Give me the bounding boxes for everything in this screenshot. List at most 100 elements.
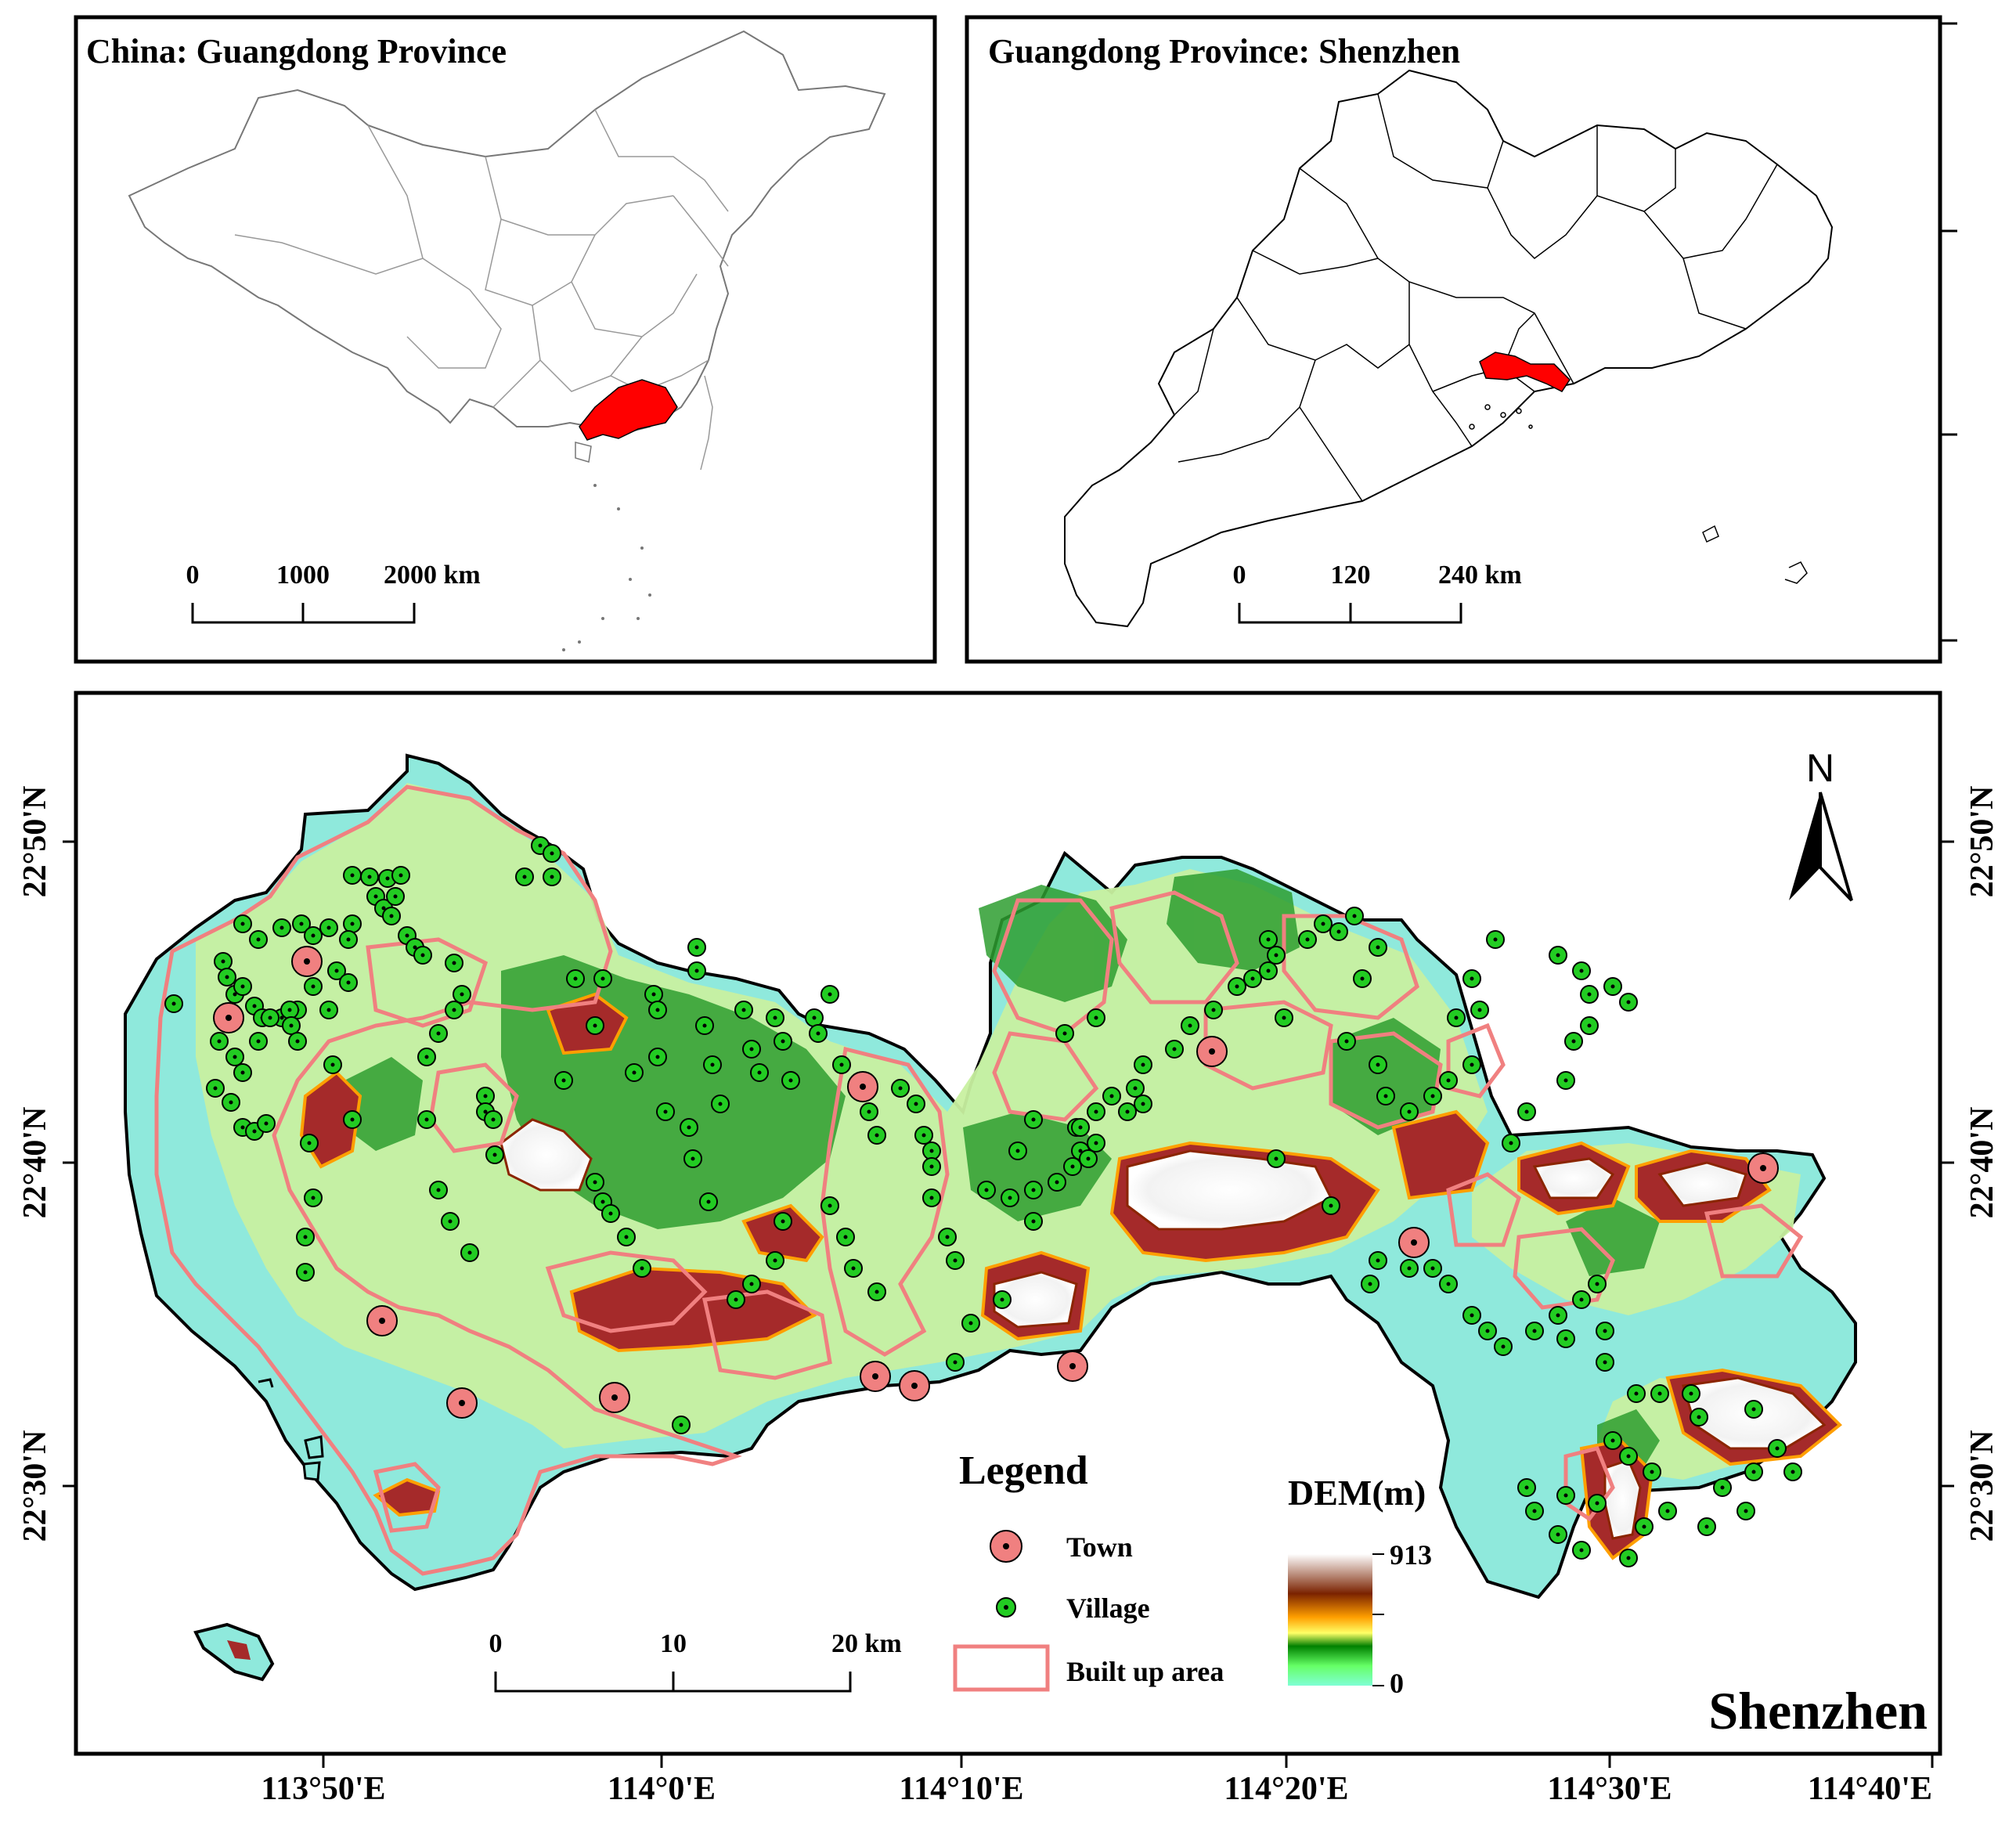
village-marker-dot [1704, 1524, 1709, 1529]
village-marker-dot [608, 1211, 613, 1216]
village-marker-dot [1579, 1297, 1584, 1302]
village-marker-dot [1360, 976, 1365, 981]
village-marker-dot [460, 992, 464, 997]
village-marker-dot [1235, 984, 1239, 989]
village-marker-dot [217, 1039, 222, 1044]
village-marker-dot [694, 945, 699, 950]
legend-title: Legend [959, 1448, 1088, 1493]
village-marker-dot [1657, 1391, 1662, 1396]
village-marker-dot [295, 1039, 300, 1044]
village-marker-dot [1563, 1078, 1568, 1083]
village-marker-dot [573, 976, 578, 981]
village-marker-dot [367, 875, 372, 879]
village-marker-dot [1094, 1015, 1098, 1020]
town-icon [990, 1530, 1022, 1563]
village-marker-dot [1133, 1086, 1138, 1091]
village-marker-dot [424, 1117, 429, 1122]
village-marker-dot [350, 1117, 355, 1122]
village-marker-dot [1094, 1141, 1098, 1145]
dem-plain [196, 783, 1488, 1448]
guangdong-scale-bar: 0 120 240 km [1233, 561, 1522, 624]
village-marker-dot [1751, 1470, 1756, 1474]
village-marker-dot [225, 975, 229, 979]
village-marker-dot [687, 1125, 691, 1130]
village-marker-dot [1579, 1548, 1584, 1553]
town-marker-dot [1069, 1363, 1076, 1369]
lat-labels-right: 22°50'N 22°40'N 22°30'N [1964, 786, 2000, 1542]
village-marker-dot [1524, 1109, 1529, 1114]
village-marker-dot [1109, 1094, 1114, 1098]
village-marker-dot [655, 1008, 660, 1012]
svg-text:114°40'E: 114°40'E [1808, 1771, 1932, 1807]
village-marker-dot [663, 1109, 668, 1114]
town-marker-dot [1411, 1239, 1417, 1246]
village-marker-dot [1070, 1164, 1075, 1169]
village-marker-dot [1697, 1415, 1701, 1419]
village-marker-dot [1055, 1180, 1059, 1185]
village-marker-dot [718, 1102, 723, 1106]
village-marker-dot [1368, 1282, 1372, 1286]
china-outline [128, 30, 886, 436]
village-marker-dot [651, 992, 656, 997]
village-marker-dot [389, 914, 394, 918]
village-marker-dot [1266, 968, 1271, 973]
village-marker-dot [1062, 1031, 1067, 1036]
village-marker-dot [1532, 1509, 1537, 1513]
village-marker-dot [640, 1266, 644, 1271]
village-marker-dot [405, 933, 409, 938]
village-marker-dot [1008, 1196, 1012, 1200]
village-marker-dot [1532, 1329, 1537, 1333]
village-marker-dot [522, 875, 527, 879]
village-marker-dot [1642, 1524, 1646, 1529]
svg-text:10: 10 [660, 1629, 687, 1658]
shenzhen-highlight [1479, 352, 1571, 392]
svg-text:0: 0 [186, 561, 200, 590]
village-marker-dot [385, 876, 390, 881]
village-marker-dot [491, 1117, 496, 1122]
village-icon [996, 1597, 1016, 1618]
lat-labels-left: 22°50'N 22°40'N 22°30'N [17, 786, 53, 1542]
village-marker-dot [1141, 1062, 1145, 1067]
village-marker-dot [1321, 922, 1325, 926]
village-marker-dot [279, 1015, 284, 1020]
legend-village-label: Village [1066, 1592, 1150, 1624]
village-marker-dot [1587, 1023, 1592, 1028]
village-marker-dot [1454, 1015, 1459, 1020]
village-marker-dot [1250, 976, 1255, 981]
village-marker-dot [393, 894, 398, 899]
village-marker-dot [875, 1133, 879, 1138]
village-marker-dot [1791, 1470, 1795, 1474]
village-marker-dot [256, 937, 261, 942]
village-marker-dot [1282, 1015, 1286, 1020]
village-marker-dot [1626, 1000, 1631, 1004]
village-marker-dot [373, 894, 378, 899]
dem-min: 0 [1390, 1668, 1404, 1699]
village-marker-dot [1376, 1062, 1380, 1067]
village-marker-dot [550, 875, 554, 879]
village-marker-dot [757, 1070, 762, 1075]
village-marker-dot [741, 1008, 746, 1012]
village-marker-dot [914, 1102, 918, 1106]
town-marker-dot [860, 1084, 866, 1090]
village-marker-dot [1430, 1266, 1435, 1271]
main-map-title: Shenzhen [1708, 1681, 1928, 1740]
village-marker-dot [632, 1070, 637, 1075]
village-marker-dot [1650, 1470, 1654, 1474]
village-marker-dot [1015, 1149, 1020, 1153]
lon-labels: 113°50'E 114°0'E 114°10'E 114°20'E 114°3… [261, 1771, 1932, 1807]
village-marker-dot [1556, 1532, 1560, 1537]
village-marker-dot [413, 945, 417, 950]
town-points [213, 946, 1779, 1419]
village-marker-dot [279, 925, 284, 930]
village-marker-dot [268, 1015, 272, 1020]
village-marker-dot [240, 1125, 245, 1130]
village-marker-dot [1587, 992, 1592, 997]
village-marker-dot [812, 1015, 817, 1020]
inset-guangdong-title: Guangdong Province: Shenzhen [988, 32, 1460, 70]
village-marker-dot [1470, 1062, 1474, 1067]
village-marker-dot [706, 1199, 711, 1204]
town-marker-dot [611, 1394, 618, 1401]
village-marker-dot [1571, 1039, 1576, 1044]
village-marker-dot [1086, 1156, 1091, 1161]
village-marker-dot [326, 925, 331, 930]
